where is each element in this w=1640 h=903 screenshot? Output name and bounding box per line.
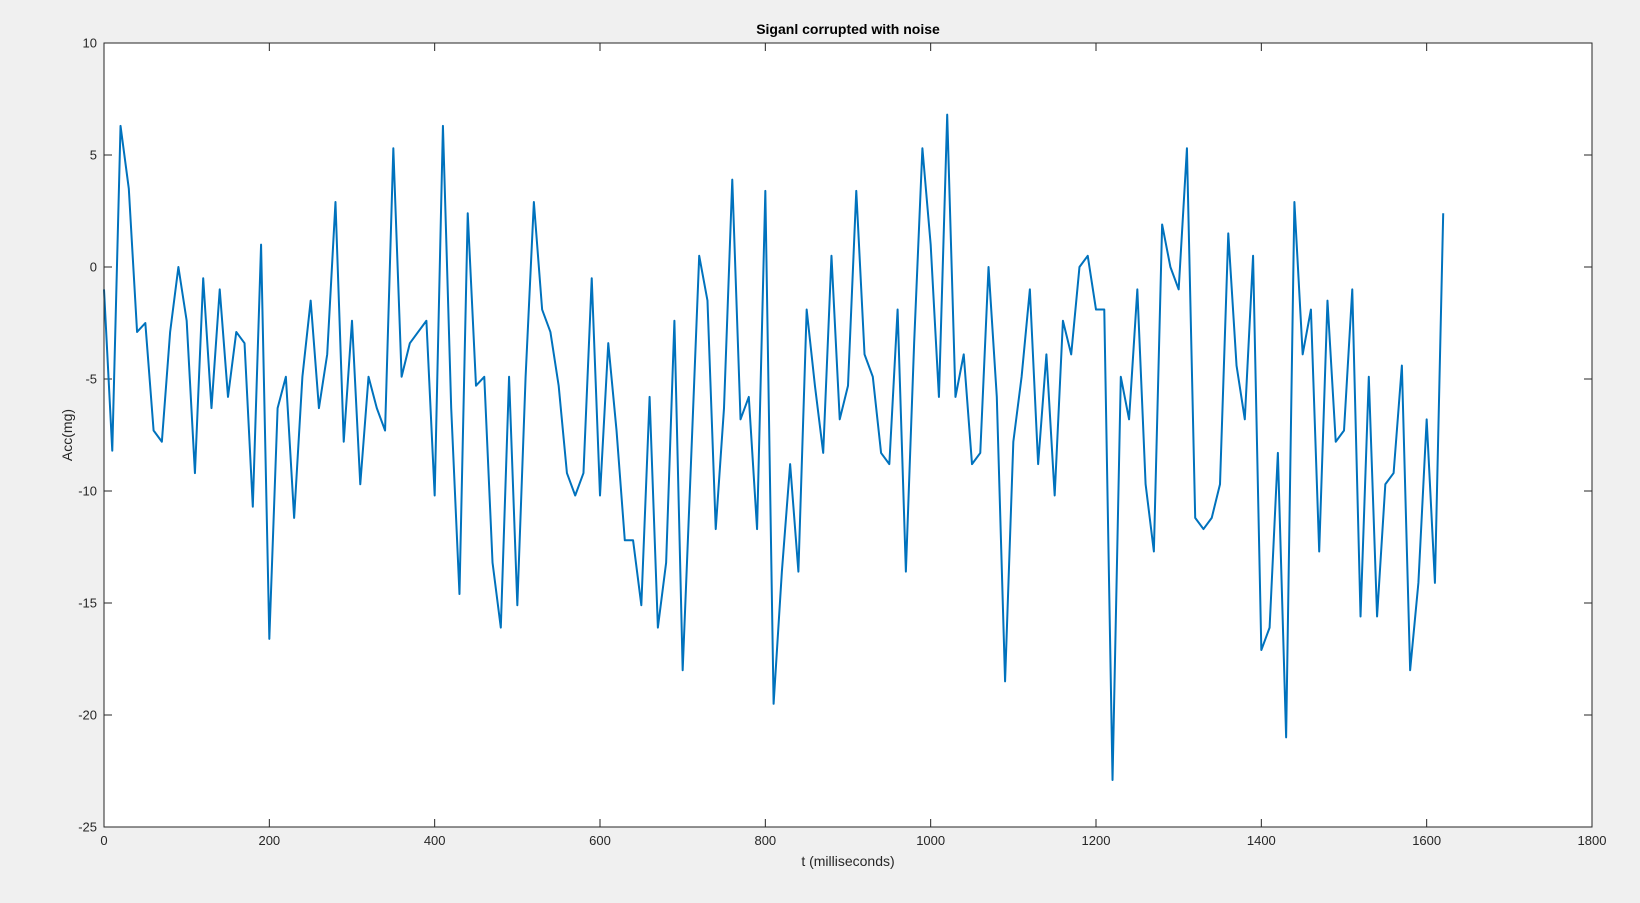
x-axis-label: t (milliseconds) (801, 853, 894, 869)
series-line (103, 113, 1445, 781)
x-tick-label: 800 (754, 833, 776, 848)
y-tick-label: -5 (85, 372, 97, 387)
x-tick-label: 600 (589, 833, 611, 848)
y-tick-label: 10 (83, 36, 97, 51)
x-tick-label: 400 (424, 833, 446, 848)
x-tick-label: 0 (100, 833, 107, 848)
x-tick-label: 200 (258, 833, 280, 848)
tick-labels: 0 200 400 600 800 1000 1200 1400 1600 1800 -25 -20 -… (78, 36, 1606, 849)
y-tick-label: -20 (78, 708, 97, 723)
x-tick-label: 1000 (916, 833, 945, 848)
y-axis-label: Acc(mg) (59, 409, 75, 461)
x-tick-label: 1800 (1578, 833, 1607, 848)
y-tick-label: 5 (90, 148, 97, 163)
x-tick-label: 1600 (1412, 833, 1441, 848)
data-series (103, 113, 1445, 781)
y-tick-label: 0 (90, 260, 97, 275)
x-tick-label: 1400 (1247, 833, 1276, 848)
y-tick-label: -10 (78, 484, 97, 499)
y-tick-label: -25 (78, 820, 97, 835)
chart-title: Siganl corrupted with noise (756, 21, 940, 37)
y-tick-label: -15 (78, 596, 97, 611)
x-tick-label: 1200 (1082, 833, 1111, 848)
plot-area (104, 43, 1592, 827)
axes-box (103, 42, 1593, 828)
